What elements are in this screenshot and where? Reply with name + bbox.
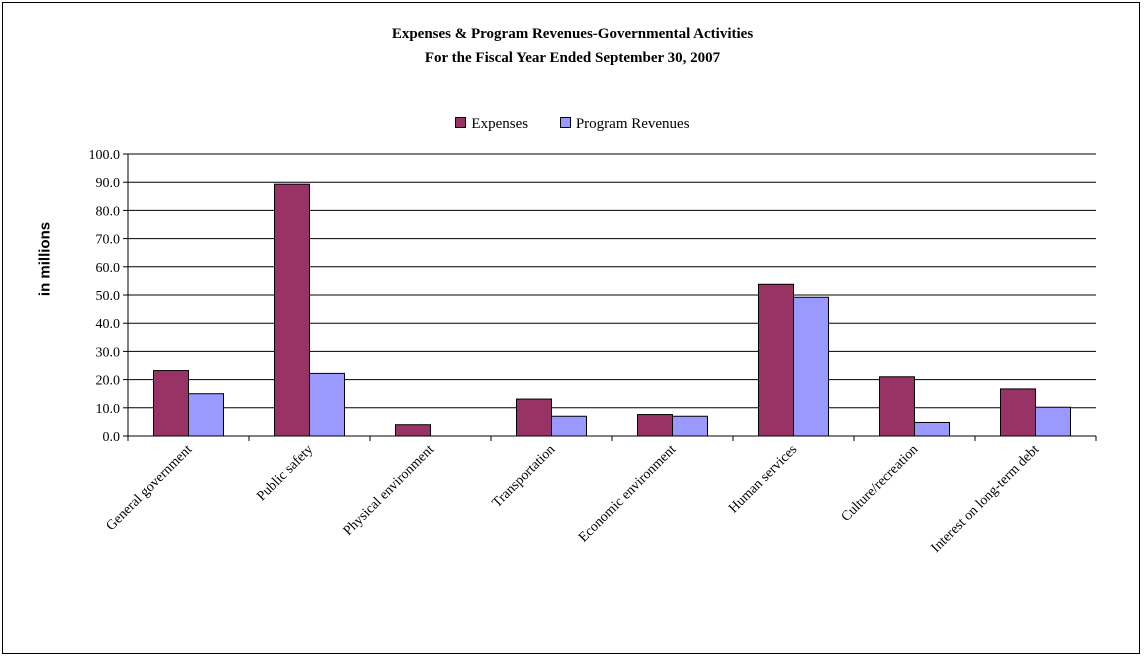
legend-item-program-revenues: Program Revenues: [559, 116, 690, 133]
legend: Expenses Program Revenues: [0, 116, 1145, 133]
chart-subtitle: For the Fiscal Year Ended September 30, …: [424, 50, 721, 66]
y-tick-label: 90.0: [96, 176, 121, 191]
x-category-label: Economic environment: [576, 442, 679, 545]
y-tick-label: 60.0: [96, 261, 121, 276]
y-tick-label: 70.0: [96, 233, 121, 248]
x-category-label: Transportation: [490, 442, 559, 511]
bar-program-revenues: [551, 415, 587, 437]
bar-expenses: [637, 414, 673, 437]
x-category-label: General government: [104, 442, 196, 534]
y-tick-label: 10.0: [96, 402, 121, 417]
legend-item-expenses: Expenses: [455, 116, 528, 133]
bar-expenses: [274, 183, 310, 437]
bar-program-revenues: [188, 393, 224, 437]
y-tick-label: 0.0: [103, 430, 121, 445]
bar-program-revenues: [672, 415, 708, 437]
bar-program-revenues: [914, 421, 950, 437]
bar-program-revenues: [793, 296, 829, 437]
x-category-label: Interest on long-term debt: [929, 442, 1043, 556]
y-tick-label: 40.0: [96, 317, 121, 332]
legend-label-program-revenues: Program Revenues: [575, 116, 690, 133]
x-category-label: Physical environment: [341, 442, 438, 539]
bar-expenses: [879, 376, 915, 437]
bar-program-revenues: [1035, 406, 1071, 437]
y-tick-label: 30.0: [96, 345, 121, 360]
y-tick-label: 50.0: [96, 289, 121, 304]
legend-swatch-expenses: [455, 117, 467, 129]
bar-expenses: [395, 424, 431, 437]
bar-expenses: [153, 370, 189, 437]
y-tick-label: 80.0: [96, 204, 121, 219]
chart-title: Expenses & Program Revenues-Governmental…: [391, 26, 754, 42]
y-tick-label: 20.0: [96, 374, 121, 389]
x-category-label: Public safety: [254, 442, 316, 504]
x-category-label: Human services: [726, 442, 800, 516]
legend-label-expenses: Expenses: [471, 116, 529, 133]
bar-expenses: [758, 283, 794, 437]
bar-expenses: [516, 398, 552, 437]
y-tick-label: 100.0: [89, 148, 121, 163]
bar-expenses: [1000, 388, 1036, 437]
legend-swatch-program-revenues: [559, 117, 571, 129]
x-category-label: Culture/recreation: [839, 442, 922, 525]
bar-program-revenues: [309, 372, 345, 437]
